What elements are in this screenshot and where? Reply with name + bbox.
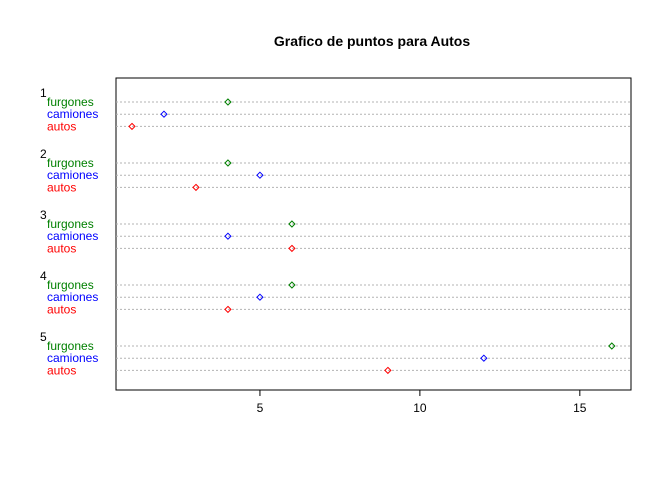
row-label-furgones: furgones — [47, 156, 94, 170]
data-point-camiones — [256, 171, 264, 179]
row-label-camiones: camiones — [47, 351, 98, 365]
group-label: 4 — [40, 269, 47, 283]
group-label: 3 — [40, 208, 47, 222]
data-point-camiones — [224, 232, 232, 240]
data-point-camiones — [256, 293, 264, 301]
group-label: 2 — [40, 147, 47, 161]
data-point-autos — [384, 366, 392, 375]
group-label: 5 — [40, 330, 47, 344]
row-label-autos: autos — [47, 302, 76, 316]
data-point-furgones — [224, 159, 232, 167]
row-label-furgones: furgones — [47, 95, 94, 109]
data-point-furgones — [224, 98, 232, 106]
row-label-camiones: camiones — [47, 107, 98, 121]
x-tick-label: 5 — [257, 401, 264, 415]
grid-lines — [116, 101, 631, 371]
data-point-furgones — [288, 281, 296, 289]
row-labels: 1furgonescamionesautos2furgonescamionesa… — [40, 86, 98, 377]
row-label-autos: autos — [47, 363, 76, 377]
chart-title: Grafico de puntos para Autos — [274, 33, 470, 49]
row-label-camiones: camiones — [47, 290, 98, 304]
data-point-furgones — [608, 342, 616, 350]
data-point-autos — [128, 122, 136, 131]
row-label-autos: autos — [47, 180, 76, 194]
plot-frame — [115, 77, 632, 391]
data-point-autos — [192, 183, 200, 192]
data-point-autos — [288, 244, 296, 253]
data-point-camiones — [480, 354, 488, 362]
row-label-autos: autos — [47, 241, 76, 255]
row-label-furgones: furgones — [47, 217, 94, 231]
x-axis: 5 10 15 — [257, 390, 587, 415]
x-tick-label: 10 — [413, 401, 427, 415]
row-label-camiones: camiones — [47, 229, 98, 243]
data-point-autos — [224, 305, 232, 314]
row-label-autos: autos — [47, 119, 76, 133]
data-point-furgones — [288, 220, 296, 228]
x-tick-label: 15 — [573, 401, 587, 415]
row-label-furgones: furgones — [47, 278, 94, 292]
group-label: 1 — [40, 86, 47, 100]
row-label-camiones: camiones — [47, 168, 98, 182]
data-point-camiones — [160, 110, 168, 118]
row-label-furgones: furgones — [47, 339, 94, 353]
data-points — [128, 98, 616, 375]
